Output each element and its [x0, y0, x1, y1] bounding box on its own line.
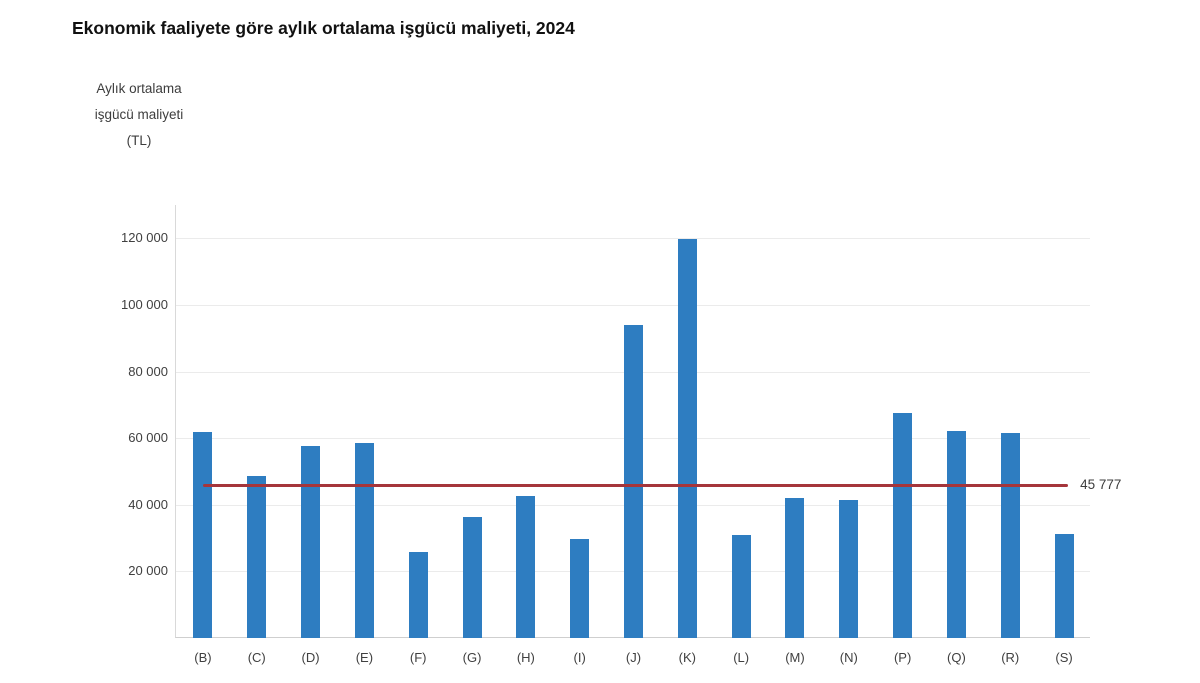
y-tick-label: 20 000	[128, 563, 168, 579]
y-axis-title-line-1: Aylık ortalama	[96, 81, 182, 96]
bar-I	[570, 539, 590, 638]
average-line-label: 45 777	[1080, 476, 1122, 492]
x-tick-label: (N)	[839, 650, 858, 665]
plot-area: 20 000 40 000 60 000 80 000 100 000 120 000 (B…	[121, 205, 1121, 665]
bar-J	[624, 324, 643, 638]
bar-M	[785, 498, 805, 638]
bar-L	[731, 535, 751, 638]
bar-F	[408, 551, 428, 638]
bar-G	[462, 516, 482, 638]
x-tick-label: (L)	[733, 650, 750, 665]
x-tick-label: (M)	[785, 650, 805, 665]
x-tick-label: (J)	[625, 650, 642, 665]
y-tick-label: 80 000	[128, 363, 168, 379]
x-tick-label: (P)	[893, 650, 912, 665]
gridline	[176, 304, 1090, 306]
y-axis-title-line-3: (TL)	[126, 133, 152, 148]
bar-P	[893, 412, 913, 638]
y-axis-title: Aylık ortalama işgücü maliyeti (TL)	[68, 76, 210, 154]
bar-R	[1000, 433, 1020, 638]
bar-K	[677, 239, 697, 638]
x-tick-label: (Q)	[947, 650, 966, 665]
y-tick-label: 60 000	[128, 430, 168, 446]
y-tick-label: 40 000	[128, 496, 168, 512]
bar-Q	[946, 430, 966, 638]
x-tick-label: (S)	[1055, 650, 1073, 665]
bar-H	[516, 496, 536, 638]
y-tick-label: 120 000	[121, 230, 168, 246]
average-line	[202, 484, 1069, 488]
x-tick-label: (I)	[573, 650, 586, 665]
chart-title: Ekonomik faaliyete göre aylık ortalama i…	[72, 18, 575, 38]
gridline	[176, 238, 1090, 240]
y-axis-title-line-2: işgücü maliyeti	[94, 107, 184, 122]
x-tick-label: (G)	[462, 650, 482, 665]
y-tick-label: 100 000	[121, 296, 168, 312]
bar-S	[1054, 534, 1074, 638]
x-tick-label: (R)	[1001, 650, 1020, 665]
bar-B	[193, 431, 213, 638]
x-tick-label: (K)	[678, 650, 696, 665]
bar-E	[354, 443, 374, 638]
x-tick-label: (F)	[409, 650, 427, 665]
x-tick-label: (E)	[355, 650, 374, 665]
x-tick-label: (H)	[516, 650, 535, 665]
x-tick-label: (D)	[301, 650, 320, 665]
x-tick-label: (B)	[194, 650, 212, 665]
bar-C	[247, 476, 267, 638]
bar-N	[839, 499, 859, 638]
x-tick-label: (C)	[247, 650, 266, 665]
bar-D	[301, 445, 321, 638]
